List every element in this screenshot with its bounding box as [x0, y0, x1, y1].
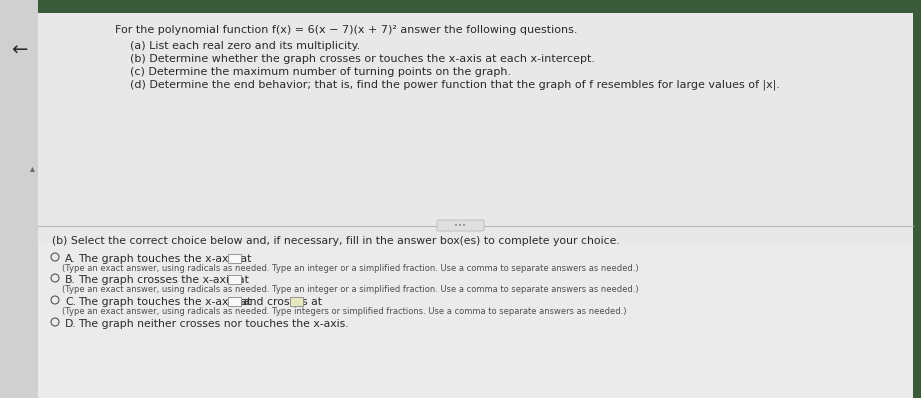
Bar	[0, 0, 38, 398]
Text: (Type an exact answer, using radicals as needed. Type integers or simplified fra: (Type an exact answer, using radicals as…	[62, 307, 626, 316]
Text: (b) Determine whether the graph crosses or touches the x-axis at each x-intercep: (b) Determine whether the graph crosses …	[130, 54, 595, 64]
Text: (c) Determine the maximum number of turning points on the graph.: (c) Determine the maximum number of turn…	[130, 67, 511, 77]
Text: •••: •••	[454, 222, 466, 228]
Text: The graph touches the x-axis at: The graph touches the x-axis at	[78, 254, 251, 264]
Bar	[228, 297, 241, 306]
Text: and crosses at: and crosses at	[243, 297, 322, 307]
Text: (Type an exact answer, using radicals as needed. Type an integer or a simplified: (Type an exact answer, using radicals as…	[62, 264, 638, 273]
Text: C.: C.	[65, 297, 76, 307]
FancyBboxPatch shape	[437, 220, 484, 231]
Bar	[228, 254, 241, 263]
Text: The graph neither crosses nor touches the x-axis.: The graph neither crosses nor touches th…	[78, 319, 349, 329]
Text: A.: A.	[65, 254, 76, 264]
Bar	[228, 275, 241, 284]
Bar	[38, 13, 913, 243]
Text: (Type an exact answer, using radicals as needed. Type an integer or a simplified: (Type an exact answer, using radicals as…	[62, 285, 638, 294]
Bar	[290, 297, 303, 306]
Text: (d) Determine the end behavior; that is, find the power function that the graph : (d) Determine the end behavior; that is,…	[130, 80, 780, 90]
Text: ▴: ▴	[29, 163, 34, 173]
Text: The graph crosses the x-axis at: The graph crosses the x-axis at	[78, 275, 249, 285]
Text: (b) Select the correct choice below and, if necessary, fill in the answer box(es: (b) Select the correct choice below and,…	[52, 236, 620, 246]
Text: ←: ←	[11, 41, 28, 59]
Text: D.: D.	[65, 319, 76, 329]
Text: B.: B.	[65, 275, 76, 285]
Text: (a) List each real zero and its multiplicity.: (a) List each real zero and its multipli…	[130, 41, 360, 51]
Text: For the polynomial function f(x) = 6(x − 7)(x + 7)² answer the following questio: For the polynomial function f(x) = 6(x −…	[115, 25, 577, 35]
Bar	[38, 243, 913, 398]
Text: The graph touches the x-axis at: The graph touches the x-axis at	[78, 297, 251, 307]
